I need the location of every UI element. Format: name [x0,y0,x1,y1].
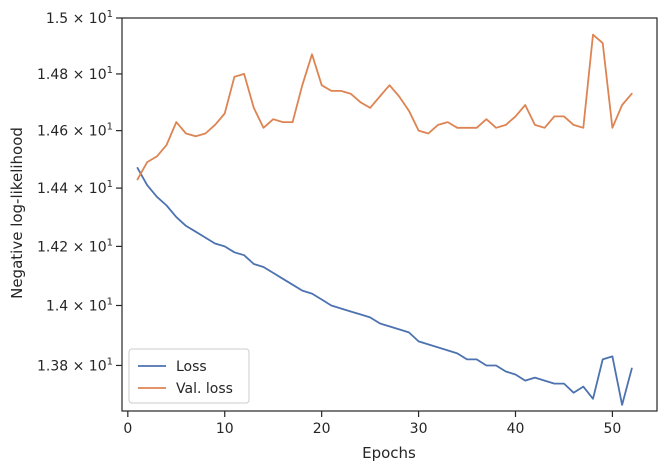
x-tick-label: 30 [410,421,428,437]
y-tick-label: 1.48 × 101 [37,65,113,83]
legend-label: Loss [176,359,207,375]
axes-frame [121,17,658,412]
series-line-val-loss [136,33,633,181]
legend-box [128,348,250,404]
plot-area [122,18,657,411]
y-tick-label: 1.42 × 101 [37,237,113,255]
x-tick-label: 0 [123,421,132,437]
series-line-loss [136,166,633,406]
y-axis-label: Negative log-likelihood [8,127,26,299]
axes-layer: 0 10 20 30 40 50 1.38 × 101 1.4 × 101 1.42 × 101… [37,9,658,437]
legend: Loss Val. loss [128,348,250,404]
y-tick-label: 1.5 × 101 [46,9,113,27]
x-axis-label: Epochs [362,444,416,462]
y-tick-label: 1.46 × 101 [37,122,113,140]
series-layer [136,33,633,406]
y-tick-label: 1.44 × 101 [37,179,113,197]
plot-background [122,18,657,411]
x-tick-label: 40 [507,421,525,437]
legend-label: Val. loss [176,381,233,397]
y-tick-label: 1.4 × 101 [46,296,113,314]
x-tick-label: 20 [313,421,331,437]
x-tick-label: 50 [604,421,622,437]
y-tick-label: 1.38 × 101 [37,356,113,374]
x-tick-label: 10 [216,421,234,437]
